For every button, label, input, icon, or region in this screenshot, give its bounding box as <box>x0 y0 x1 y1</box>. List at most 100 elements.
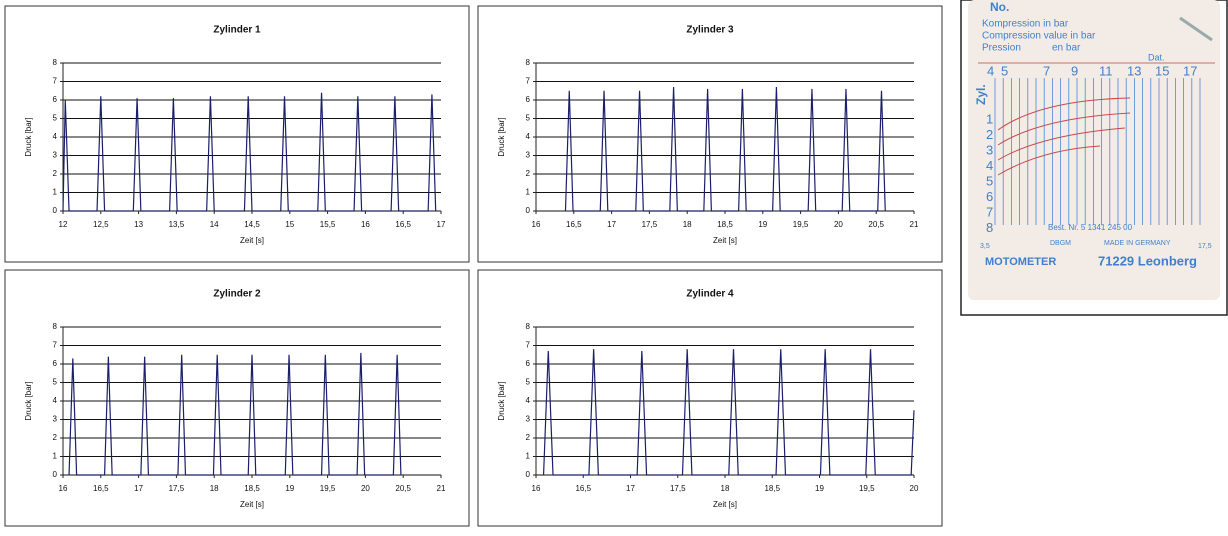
y-tick-label: 5 <box>526 378 531 387</box>
y-tick-label: 0 <box>53 206 58 215</box>
chart-title: Zylinder 3 <box>686 25 734 36</box>
card-row-label: 6 <box>986 189 993 204</box>
x-tick-label: 17,5 <box>169 484 185 493</box>
card-line: Pression <box>982 43 1021 54</box>
x-tick-label: 17,5 <box>670 484 686 493</box>
x-tick-label: 17,5 <box>642 220 658 229</box>
y-tick-label: 6 <box>526 95 531 104</box>
x-tick-label: 19,5 <box>793 220 809 229</box>
y-tick-label: 3 <box>53 415 58 424</box>
chart-frame <box>4 5 470 263</box>
chart-frame <box>477 5 943 263</box>
y-tick-label: 2 <box>526 169 531 178</box>
pin <box>1179 16 1213 42</box>
card-made: MADE IN GERMANY <box>1104 240 1171 247</box>
x-tick-label: 20 <box>834 220 843 229</box>
card-row-label: 5 <box>986 173 993 188</box>
x-axis-label: Zeit [s] <box>240 500 264 509</box>
card-row-label: 2 <box>986 127 993 142</box>
compression-card: No. Kompression in bar Compression value… <box>960 0 1228 316</box>
x-tick-label: 18 <box>210 484 219 493</box>
y-tick-label: 2 <box>526 433 531 442</box>
card-scale-label: 5 <box>1001 63 1008 78</box>
y-tick-label: 1 <box>526 188 531 197</box>
x-tick-label: 16,5 <box>566 220 582 229</box>
card-scale-end: 17,5 <box>1198 243 1212 250</box>
y-tick-label: 3 <box>526 415 531 424</box>
x-tick-label: 13 <box>134 220 143 229</box>
card-no: No. <box>990 0 1009 14</box>
x-tick-label: 18,5 <box>717 220 733 229</box>
x-tick-label: 17 <box>437 220 446 229</box>
card-scale-end: 3,5 <box>980 243 990 250</box>
card-row-label: 4 <box>986 158 993 173</box>
x-axis-label: Zeit [s] <box>240 236 264 245</box>
y-tick-label: 0 <box>526 470 531 479</box>
x-tick-label: 20 <box>361 484 370 493</box>
x-tick-label: 19 <box>285 484 294 493</box>
pressure-line <box>564 87 886 212</box>
card-address: 71229 Leonberg <box>1098 253 1197 268</box>
x-tick-label: 16 <box>532 484 541 493</box>
y-tick-label: 8 <box>526 322 531 331</box>
x-tick-label: 16,5 <box>575 484 591 493</box>
x-tick-label: 21 <box>437 484 446 493</box>
card-best: Best. Nr. 5 1341 245 00 <box>1048 223 1133 232</box>
x-tick-label: 17 <box>626 484 635 493</box>
x-tick-label: 18 <box>683 220 692 229</box>
y-tick-label: 2 <box>53 433 58 442</box>
x-tick-label: 20 <box>910 484 919 493</box>
x-tick-label: 16 <box>59 484 68 493</box>
card-line: Kompression in bar <box>982 19 1069 30</box>
card-dbgm: DBGM <box>1050 240 1071 247</box>
card-row-label: 7 <box>986 204 993 219</box>
card-trace <box>997 97 1131 176</box>
x-tick-label: 14,5 <box>244 220 260 229</box>
card-row-label: 8 <box>986 220 993 235</box>
card-zyl: Zyl. <box>974 84 988 105</box>
y-tick-label: 5 <box>53 114 58 123</box>
y-tick-label: 4 <box>53 396 58 405</box>
pressure-line <box>542 349 915 476</box>
y-tick-label: 6 <box>53 95 58 104</box>
x-tick-label: 17 <box>134 484 143 493</box>
y-tick-label: 5 <box>53 378 58 387</box>
card-dat: Dat. <box>1148 52 1165 62</box>
y-tick-label: 7 <box>526 341 531 350</box>
x-tick-label: 12,5 <box>93 220 109 229</box>
y-axis-label: Druck [bar] <box>24 117 33 156</box>
x-tick-label: 20,5 <box>395 484 411 493</box>
y-tick-label: 3 <box>526 151 531 160</box>
x-tick-label: 16,5 <box>395 220 411 229</box>
card-row-label: 1 <box>986 111 993 126</box>
x-tick-label: 19 <box>815 484 824 493</box>
y-tick-label: 4 <box>526 132 531 141</box>
x-tick-label: 16,5 <box>93 484 109 493</box>
card-scale-label: 7 <box>1043 63 1050 78</box>
x-axis-label: Zeit [s] <box>713 500 737 509</box>
x-tick-label: 16 <box>532 220 541 229</box>
y-tick-label: 1 <box>53 188 58 197</box>
x-tick-label: 15 <box>285 220 294 229</box>
x-tick-label: 19 <box>758 220 767 229</box>
y-tick-label: 8 <box>526 58 531 67</box>
card-scale-label: 17 <box>1183 63 1197 78</box>
chart-frame <box>4 269 470 527</box>
y-tick-label: 0 <box>53 470 58 479</box>
pressure-line <box>62 92 437 212</box>
card-scale-label: 9 <box>1071 63 1078 78</box>
x-tick-label: 19,5 <box>320 484 336 493</box>
y-tick-label: 0 <box>526 206 531 215</box>
x-tick-label: 20,5 <box>868 220 884 229</box>
y-tick-label: 8 <box>53 322 58 331</box>
chart-frame <box>477 269 943 527</box>
card-scale-label: 4 <box>987 63 994 78</box>
y-tick-label: 6 <box>53 359 58 368</box>
y-axis-label: Druck [bar] <box>497 381 506 420</box>
y-tick-label: 7 <box>53 77 58 86</box>
y-tick-label: 5 <box>526 114 531 123</box>
chart-title: Zylinder 1 <box>213 25 261 36</box>
y-tick-label: 7 <box>526 77 531 86</box>
